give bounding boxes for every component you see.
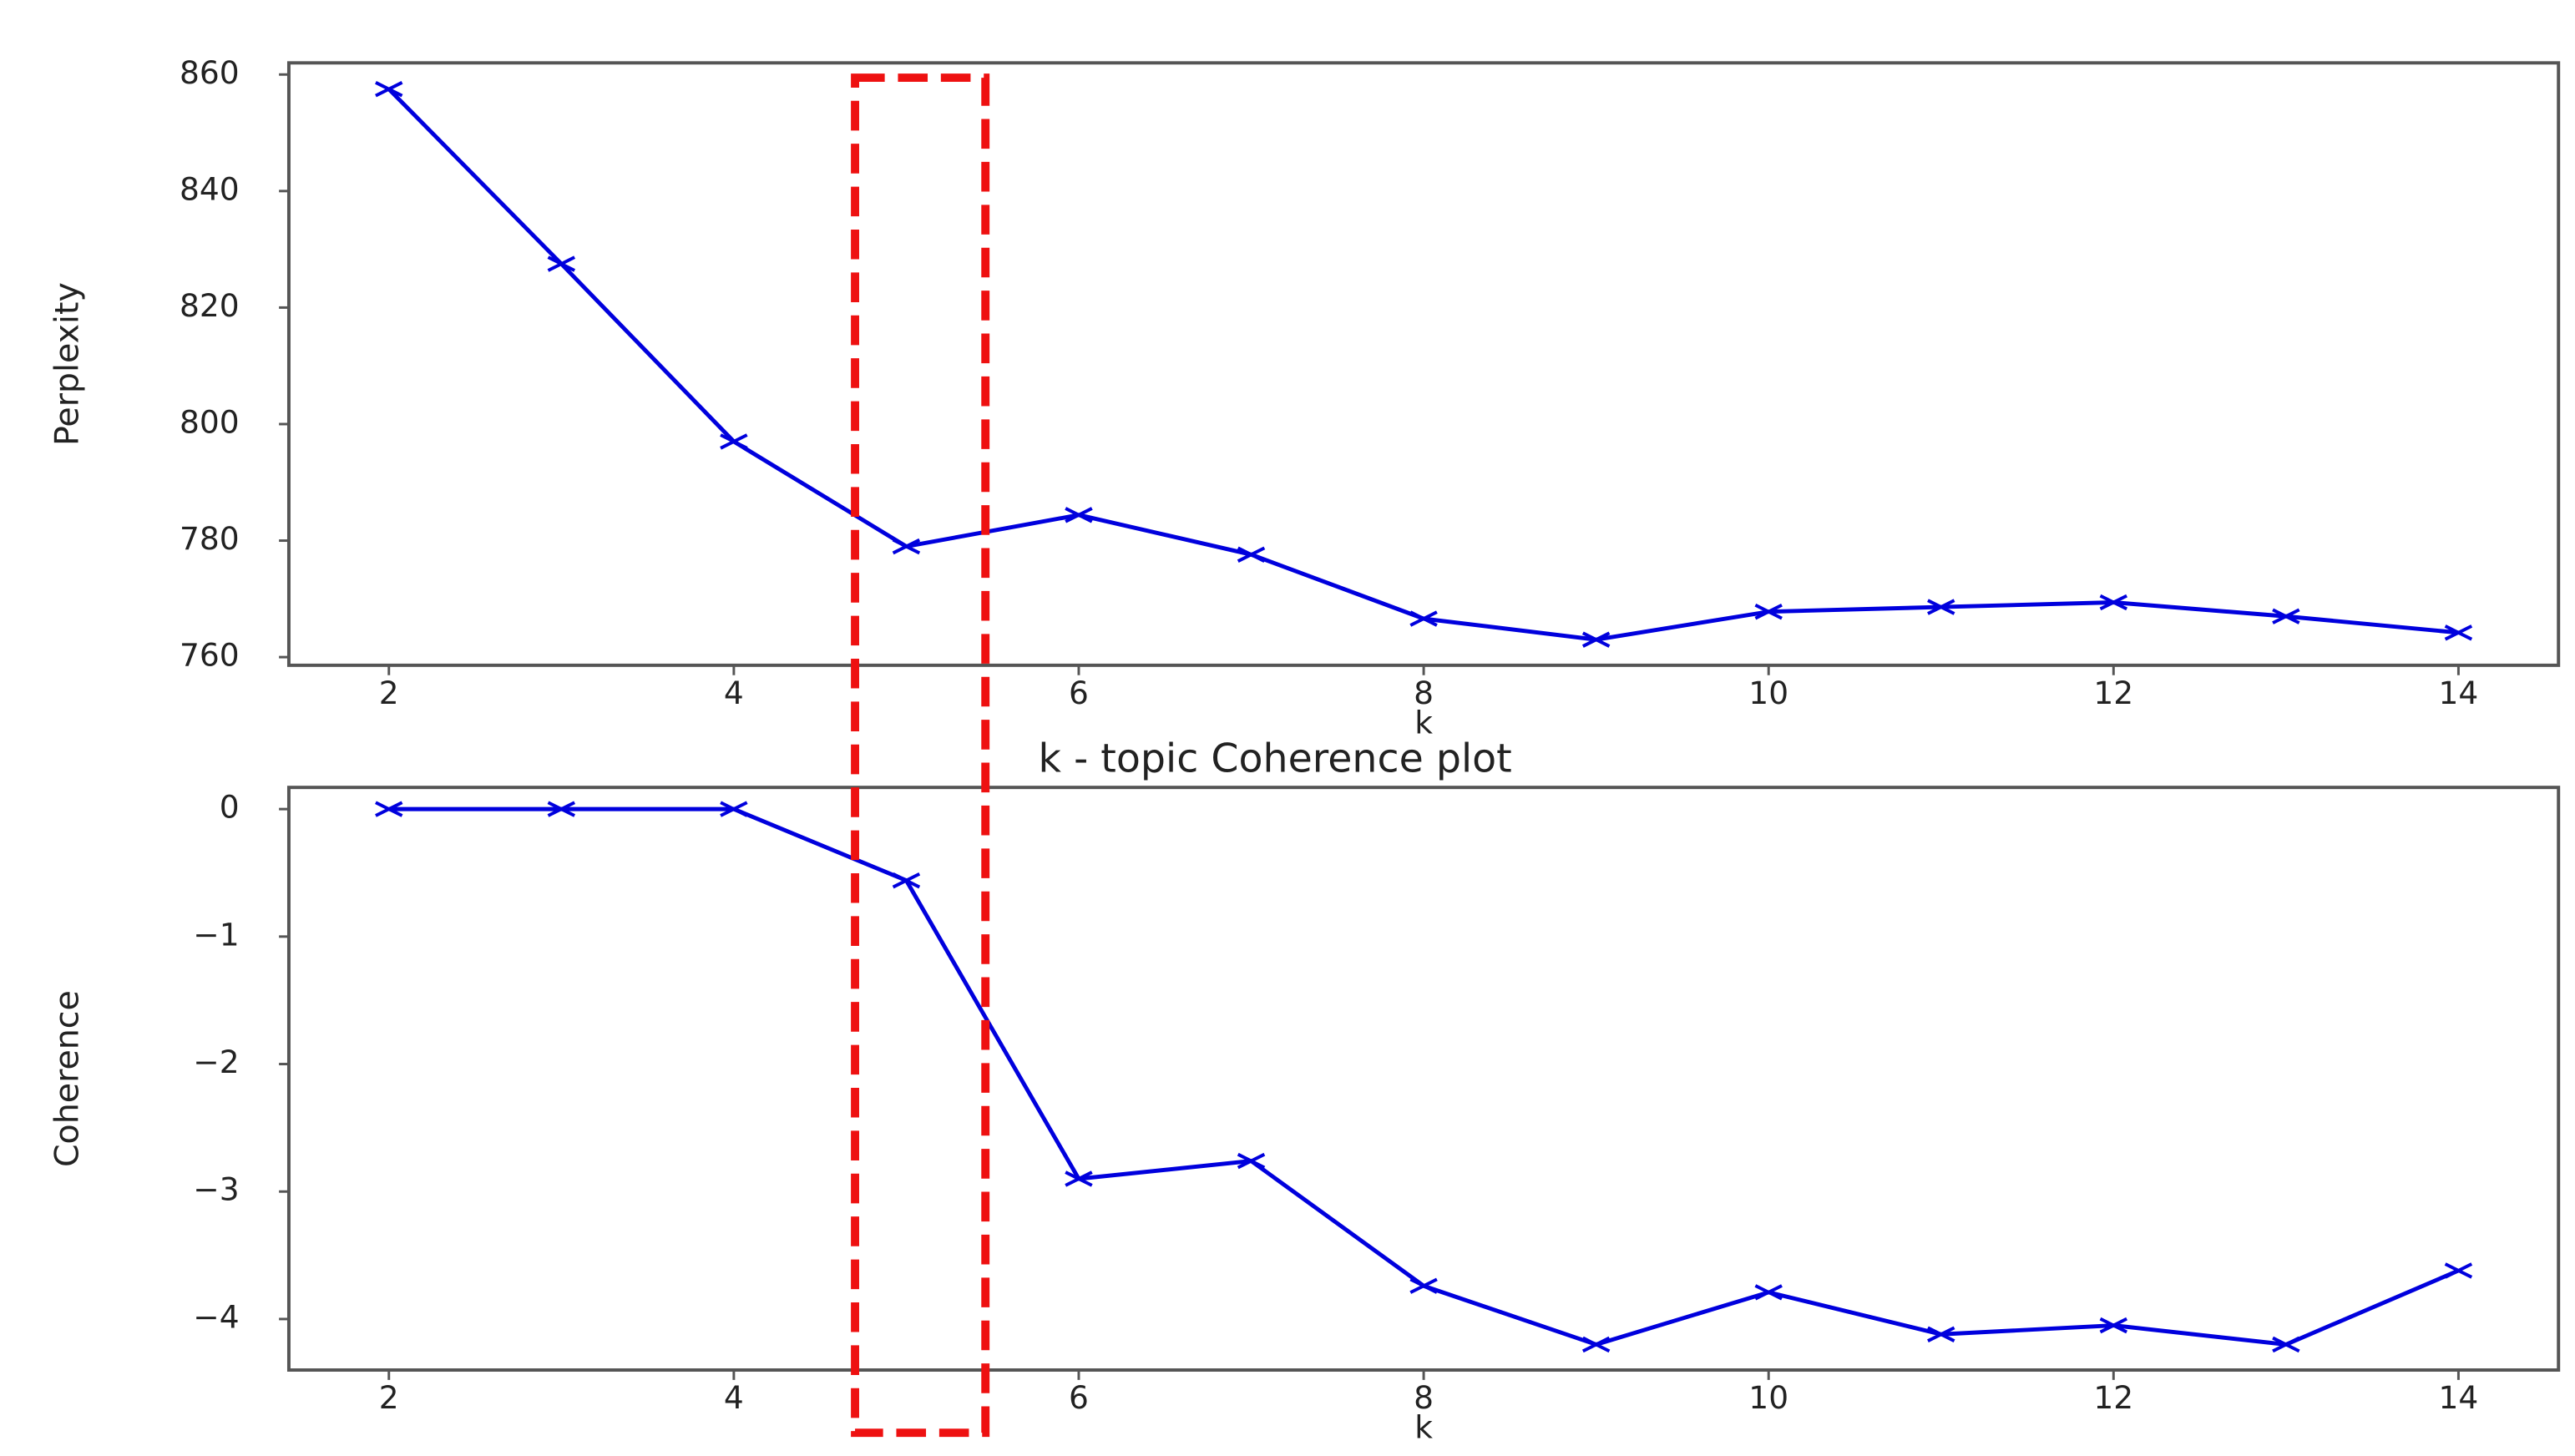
data-marker	[375, 81, 403, 98]
data-marker	[1065, 1170, 1093, 1187]
highlight-box	[851, 73, 990, 1438]
data-marker	[1409, 610, 1438, 627]
x-tick-label: 6	[1069, 1379, 1089, 1416]
data-marker	[1754, 1284, 1783, 1301]
data-marker	[720, 801, 748, 817]
x-tick-label: 10	[1748, 1379, 1788, 1416]
x-tick-label: 14	[2439, 1379, 2479, 1416]
data-marker	[2272, 608, 2300, 624]
data-marker	[1237, 546, 1266, 563]
x-axis-label: k	[1414, 705, 1433, 741]
data-marker	[1065, 507, 1093, 523]
y-tick-label: −3	[193, 1171, 239, 1208]
y-tick-label: −1	[193, 916, 239, 953]
x-tick-label: 14	[2439, 675, 2479, 711]
y-tick-label: −4	[193, 1298, 239, 1335]
data-line	[387, 87, 2459, 642]
chart-title: k - topic Coherence plot	[1039, 736, 1512, 782]
data-marker	[2099, 1317, 2128, 1334]
data-marker	[1927, 1326, 1955, 1342]
plot-frame	[286, 61, 2561, 667]
data-marker	[1409, 1277, 1438, 1294]
data-marker	[1581, 1336, 1611, 1353]
y-tick-label: 0	[220, 789, 240, 826]
x-tick-label: 6	[1069, 675, 1089, 711]
y-axis-label: Coherence	[48, 990, 87, 1167]
data-marker	[720, 433, 748, 450]
data-marker	[892, 538, 921, 555]
x-axis-label: k	[1414, 1409, 1433, 1446]
y-tick-label: 840	[180, 170, 240, 207]
x-tick-label: 12	[2093, 1379, 2133, 1416]
data-marker	[1237, 1152, 1266, 1170]
y-tick-label: −2	[193, 1044, 239, 1080]
data-marker	[375, 801, 403, 817]
x-tick-label: 8	[1414, 1379, 1434, 1416]
y-tick-label: 860	[180, 54, 240, 91]
data-marker	[2099, 594, 2128, 611]
plot-frame	[286, 786, 2561, 1373]
x-tick-label: 12	[2093, 675, 2133, 711]
x-tick-label: 8	[1414, 675, 1434, 711]
x-tick-label: 2	[379, 675, 399, 711]
data-marker	[892, 872, 921, 889]
data-marker	[1927, 599, 1955, 615]
data-marker	[2444, 624, 2473, 641]
y-tick-label: 760	[180, 637, 240, 674]
x-tick-label: 2	[379, 1379, 399, 1416]
y-tick-label: 800	[180, 403, 240, 440]
y-axis-label: Perplexity	[48, 282, 87, 446]
data-marker	[1581, 631, 1611, 648]
data-marker	[2444, 1262, 2473, 1279]
data-line	[388, 806, 2460, 1347]
data-marker	[2272, 1336, 2300, 1353]
y-tick-label: 780	[180, 520, 240, 557]
data-marker	[1754, 603, 1783, 620]
data-marker	[547, 255, 576, 272]
x-tick-label: 4	[724, 675, 744, 711]
x-tick-label: 4	[724, 1379, 744, 1416]
data-marker	[547, 801, 576, 817]
y-tick-label: 820	[180, 287, 240, 324]
x-tick-label: 10	[1748, 675, 1788, 711]
